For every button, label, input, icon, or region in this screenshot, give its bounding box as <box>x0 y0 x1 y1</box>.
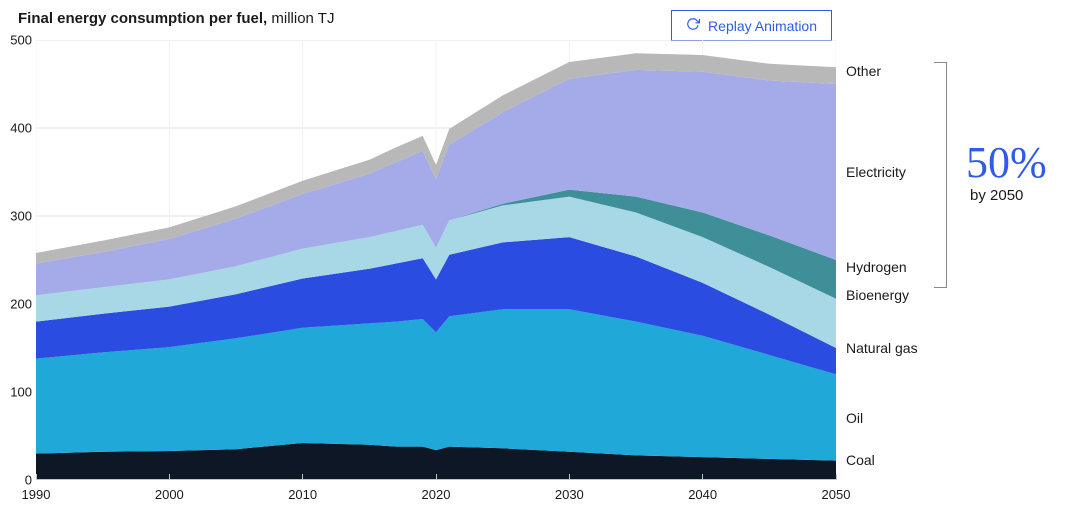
y-axis-tick-label: 200 <box>2 297 32 312</box>
x-axis-tick-label: 2020 <box>422 487 451 502</box>
series-label-electricity: Electricity <box>846 164 906 180</box>
replay-icon <box>686 17 700 34</box>
replay-label: Replay Animation <box>708 18 817 34</box>
chart-title: Final energy consumption per fuel, milli… <box>18 10 334 27</box>
series-label-coal: Coal <box>846 452 875 468</box>
annotation-percent-sub: by 2050 <box>970 187 1023 204</box>
x-axis-tick-label: 2040 <box>688 487 717 502</box>
x-axis-tick-label: 2000 <box>155 487 184 502</box>
y-axis-tick-label: 500 <box>2 33 32 48</box>
series-label-bioenergy: Bioenergy <box>846 287 909 303</box>
series-label-oil: Oil <box>846 410 863 426</box>
y-axis-tick-label: 300 <box>2 209 32 224</box>
x-axis-tick-label: 2030 <box>555 487 584 502</box>
x-axis-tick-label: 2050 <box>822 487 851 502</box>
chart-title-bold: Final energy consumption per fuel, <box>18 10 267 27</box>
y-axis-tick-label: 100 <box>2 385 32 400</box>
energy-stacked-area-chart: 0100200300400500 19902000201020202030204… <box>36 40 836 480</box>
replay-animation-button[interactable]: Replay Animation <box>671 10 832 41</box>
y-axis-tick-label: 400 <box>2 121 32 136</box>
annotation-bracket <box>934 62 947 289</box>
series-label-other: Other <box>846 63 881 79</box>
x-axis-tick-label: 2010 <box>288 487 317 502</box>
series-label-hydrogen: Hydrogen <box>846 259 907 275</box>
series-label-natural-gas: Natural gas <box>846 340 918 356</box>
y-axis-tick-label: 0 <box>2 473 32 488</box>
x-axis-tick-label: 1990 <box>22 487 51 502</box>
chart-title-unit: million TJ <box>267 10 334 27</box>
annotation-percent: 50% <box>966 137 1047 188</box>
